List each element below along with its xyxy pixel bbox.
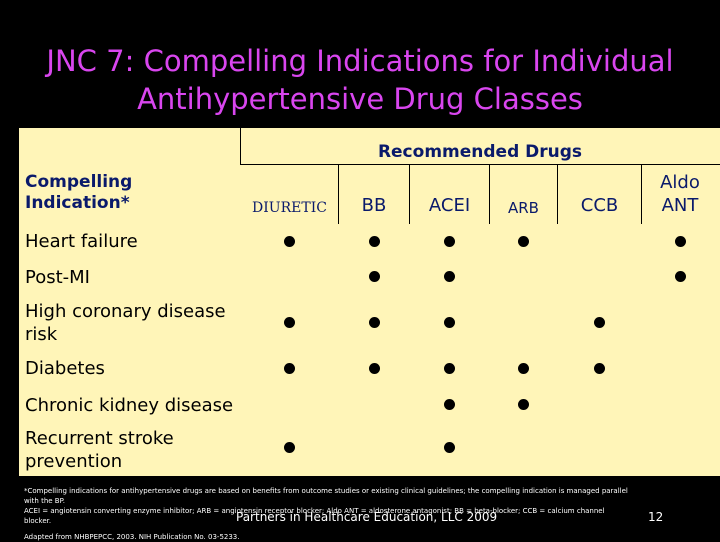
drug-column-ccb: CCB (580, 195, 619, 216)
mark-dot (444, 236, 455, 247)
indications-table (19, 128, 720, 476)
mark-dot (284, 363, 295, 374)
mark-dot (444, 317, 455, 328)
row-diabetes: Diabetes (25, 358, 105, 379)
mark-dot (444, 399, 455, 410)
footnote-line-3: ACEI = angiotensin converting enzyme inh… (24, 507, 605, 515)
mark-dot (594, 363, 605, 374)
drug-column-aldo-ant: Aldo ANT (660, 172, 700, 216)
mark-dot (518, 236, 529, 247)
mark-dot (369, 317, 380, 328)
indication-header-line-1: Compelling (25, 172, 133, 192)
row-high-coronary-disease-risk: High coronary disease risk (25, 301, 226, 345)
mark-dot (594, 317, 605, 328)
slide-title: JNC 7: Compelling Indications for Indivi… (0, 42, 720, 118)
footnote-line-1: *Compelling indications for antihyperten… (24, 487, 628, 495)
mark-dot (369, 236, 380, 247)
column-divider (338, 164, 339, 224)
column-divider (489, 164, 490, 224)
column-divider (557, 164, 558, 224)
drug-column-acei: ACEI (428, 195, 471, 216)
footnote: *Compelling indications for antihyperten… (24, 486, 628, 526)
mark-dot (284, 442, 295, 453)
footnote-line-4: blocker. (24, 517, 52, 525)
mark-dot (369, 363, 380, 374)
mark-dot (675, 271, 686, 282)
source-note: Adapted from NHBPEPCC, 2003. NIH Publica… (24, 533, 240, 541)
row-chronic-kidney-disease: Chronic kidney disease (25, 395, 234, 416)
drug-column-bb: BB (361, 195, 387, 216)
drug-column-arb: ARB (508, 199, 539, 217)
mark-dot (444, 363, 455, 374)
mark-dot (284, 236, 295, 247)
compelling-indication-header: Compelling Indication* (25, 172, 132, 214)
column-divider (641, 164, 642, 224)
mark-dot (284, 317, 295, 328)
drug-column-diuretic: DIURETIC (252, 200, 327, 216)
row-recurrent-stroke-prevention: Recurrent stroke prevention (25, 428, 174, 472)
footnote-line-2: with the BP. (24, 497, 65, 505)
mark-dot (444, 442, 455, 453)
mark-dot (675, 236, 686, 247)
column-divider (240, 128, 241, 165)
row-post-mi: Post-MI (25, 267, 90, 288)
page-number: 12 (648, 510, 664, 524)
column-divider (409, 164, 410, 224)
mark-dot (518, 363, 529, 374)
header-divider (240, 164, 720, 165)
mark-dot (518, 399, 529, 410)
mark-dot (369, 271, 380, 282)
title-line-1: JNC 7: Compelling Indications for Indivi… (46, 44, 674, 78)
mark-dot (444, 271, 455, 282)
credit-line: Partners in Healthcare Education, LLC 20… (236, 510, 498, 524)
indication-header-line-2: Indication* (25, 193, 130, 213)
row-heart-failure: Heart failure (25, 231, 138, 252)
recommended-drugs-header: Recommended Drugs (377, 142, 583, 162)
title-line-2: Antihypertensive Drug Classes (137, 82, 583, 116)
